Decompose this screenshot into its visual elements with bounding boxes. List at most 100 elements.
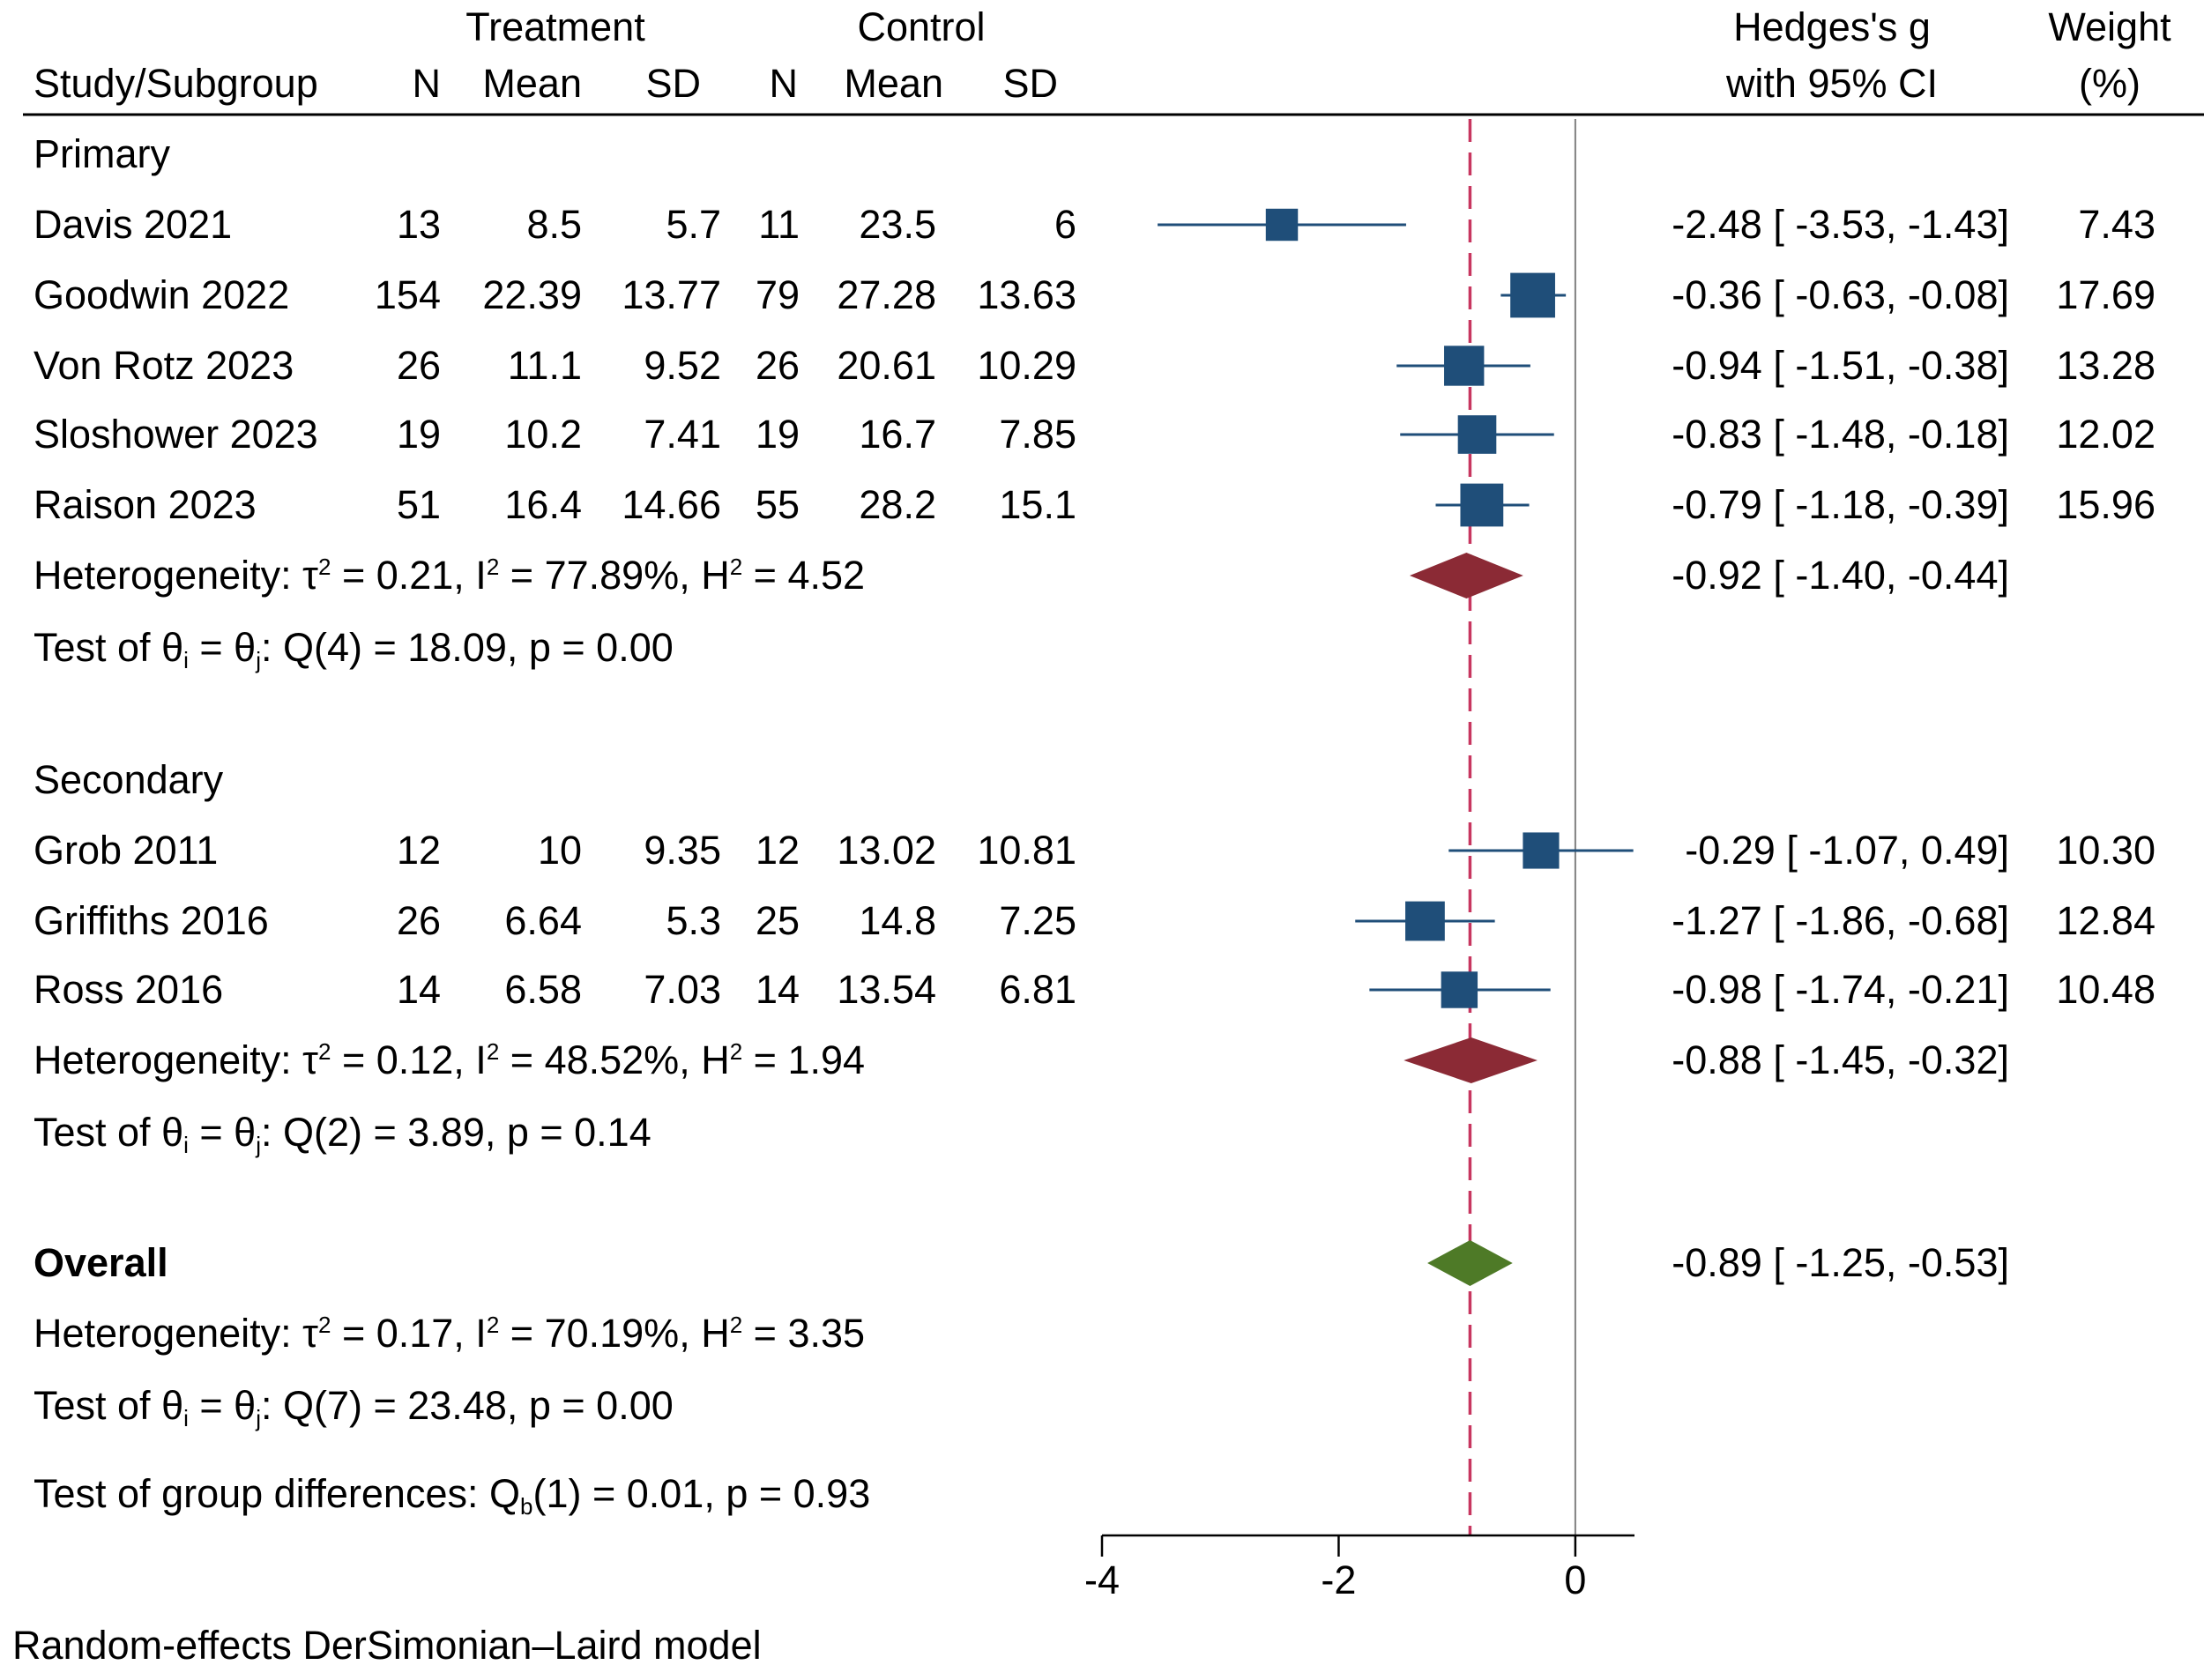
study-effect-marker xyxy=(1510,272,1555,318)
study-effect-marker xyxy=(1460,483,1504,527)
treatment-mean-header: Mean xyxy=(482,61,582,106)
control-sd: 10.29 xyxy=(977,343,1076,388)
h-squared-superscript: 2 xyxy=(730,554,742,580)
heterogeneity-label: Heterogeneity: τ xyxy=(34,553,318,598)
treatment-sd: 7.41 xyxy=(644,412,721,457)
treatment-mean: 10.2 xyxy=(504,412,582,457)
control-n: 12 xyxy=(756,828,800,873)
i-squared-superscript: 2 xyxy=(487,1038,499,1065)
x-axis-tick-label: -2 xyxy=(1321,1557,1356,1602)
effect-size-ci-label: -0.83 [ -1.48, -0.18] xyxy=(1672,412,2009,457)
treatment-header: Treatment xyxy=(465,4,645,49)
control-sd: 15.1 xyxy=(999,482,1076,527)
control-n: 19 xyxy=(756,412,800,457)
heterogeneity-h-value: = 4.52 xyxy=(742,553,865,598)
effect-size-ci-label: -2.48 [ -3.53, -1.43] xyxy=(1672,202,2009,247)
treatment-n: 26 xyxy=(397,898,441,943)
control-mean: 13.02 xyxy=(837,828,936,873)
control-mean: 13.54 xyxy=(837,967,936,1012)
effect-size-ci-label: -0.79 [ -1.18, -0.39] xyxy=(1672,482,2009,527)
theta-i-subscript: i xyxy=(183,1405,189,1431)
effect-size-header: Hedges's g xyxy=(1733,4,1931,49)
test-statistic: : Q(2) = 3.89, p = 0.14 xyxy=(261,1110,652,1155)
control-mean-header: Mean xyxy=(844,61,943,106)
study-effect-marker xyxy=(1405,901,1445,941)
treatment-mean: 8.5 xyxy=(526,202,582,247)
control-sd: 6 xyxy=(1054,202,1076,247)
pooled-ci-label-primary: -0.92 [ -1.40, -0.44] xyxy=(1672,553,2009,598)
treatment-n-header: N xyxy=(413,61,442,106)
control-n: 26 xyxy=(756,343,800,388)
treatment-mean: 6.64 xyxy=(504,898,582,943)
pooled-diamond-secondary xyxy=(1404,1037,1538,1083)
weight-label: 10.30 xyxy=(2056,828,2156,873)
test-equals-theta: = θ xyxy=(189,625,256,670)
homogeneity-test-secondary: Test of θi = θj: Q(2) = 3.89, p = 0.14 xyxy=(34,1110,652,1158)
effect-size-ci-label: -0.98 [ -1.74, -0.21] xyxy=(1672,967,2009,1012)
x-axis-tick-label: -4 xyxy=(1084,1557,1120,1602)
control-sd: 13.63 xyxy=(977,272,1076,317)
group-diff-statistic: (1) = 0.01, p = 0.93 xyxy=(532,1471,870,1516)
weight-header-unit: (%) xyxy=(2079,61,2141,106)
heterogeneity-label: Heterogeneity: τ xyxy=(34,1037,318,1082)
test-label: Test of θ xyxy=(34,1110,183,1155)
treatment-mean: 22.39 xyxy=(482,272,582,317)
treatment-n: 26 xyxy=(397,343,441,388)
heterogeneity-label: Heterogeneity: τ xyxy=(34,1311,318,1356)
effect-size-ci-label: -0.36 [ -0.63, -0.08] xyxy=(1672,272,2009,317)
heterogeneity-h-value: = 3.35 xyxy=(742,1311,865,1356)
theta-i-subscript: i xyxy=(183,1132,189,1158)
study-label: Raison 2023 xyxy=(34,482,257,527)
theta-i-subscript: i xyxy=(183,647,189,673)
i-squared-superscript: 2 xyxy=(487,554,499,580)
test-equals-theta: = θ xyxy=(189,1110,256,1155)
study-label: Davis 2021 xyxy=(34,202,232,247)
tau-squared-superscript: 2 xyxy=(318,1312,331,1338)
effect-size-header-ci: with 95% CI xyxy=(1725,61,1938,106)
study-effect-marker xyxy=(1444,346,1485,386)
treatment-sd: 7.03 xyxy=(644,967,721,1012)
heterogeneity-primary: Heterogeneity: τ2 = 0.21, I2 = 77.89%, H… xyxy=(34,553,865,598)
control-mean: 23.5 xyxy=(859,202,936,247)
control-n: 11 xyxy=(758,202,800,247)
treatment-sd: 9.35 xyxy=(644,828,721,873)
overall-ci-label: -0.89 [ -1.25, -0.53] xyxy=(1672,1240,2009,1285)
study-effect-marker xyxy=(1523,832,1560,869)
study-effect-marker xyxy=(1441,971,1478,1008)
weight-label: 7.43 xyxy=(2078,202,2156,247)
study-label: Goodwin 2022 xyxy=(34,272,289,317)
treatment-sd: 9.52 xyxy=(644,343,721,388)
control-sd: 7.85 xyxy=(999,412,1076,457)
control-mean: 16.7 xyxy=(859,412,936,457)
treatment-sd: 5.3 xyxy=(666,898,721,943)
group-differences-test: Test of group differences: Qb(1) = 0.01,… xyxy=(34,1471,870,1520)
test-label: Test of θ xyxy=(34,625,183,670)
control-sd: 7.25 xyxy=(999,898,1076,943)
test-statistic: : Q(7) = 23.48, p = 0.00 xyxy=(261,1383,674,1428)
control-mean: 20.61 xyxy=(837,343,936,388)
control-sd: 10.81 xyxy=(977,828,1076,873)
treatment-mean: 10 xyxy=(538,828,582,873)
weight-label: 17.69 xyxy=(2056,272,2156,317)
homogeneity-test-primary: Test of θi = θj: Q(4) = 18.09, p = 0.00 xyxy=(34,625,674,673)
tau-squared-superscript: 2 xyxy=(318,1038,331,1065)
treatment-mean: 6.58 xyxy=(504,967,582,1012)
heterogeneity-overall: Heterogeneity: τ2 = 0.17, I2 = 70.19%, H… xyxy=(34,1311,865,1356)
treatment-n: 14 xyxy=(397,967,441,1012)
subgroup-heading-primary: Primary xyxy=(34,131,170,176)
theta-j-subscript: j xyxy=(255,1405,261,1431)
study-column-header: Study/Subgroup xyxy=(34,61,318,106)
theta-j-subscript: j xyxy=(255,1132,261,1158)
treatment-sd-header: SD xyxy=(645,61,701,106)
homogeneity-test-overall: Test of θi = θj: Q(7) = 23.48, p = 0.00 xyxy=(34,1383,674,1431)
study-effect-marker xyxy=(1265,208,1299,242)
heterogeneity-tau-value: = 0.12, I xyxy=(331,1037,486,1082)
treatment-n: 19 xyxy=(397,412,441,457)
pooled-diamond-primary xyxy=(1409,553,1523,598)
treatment-n: 154 xyxy=(375,272,441,317)
control-header: Control xyxy=(857,4,985,49)
heterogeneity-h-value: = 1.94 xyxy=(742,1037,865,1082)
i-squared-superscript: 2 xyxy=(487,1312,499,1338)
